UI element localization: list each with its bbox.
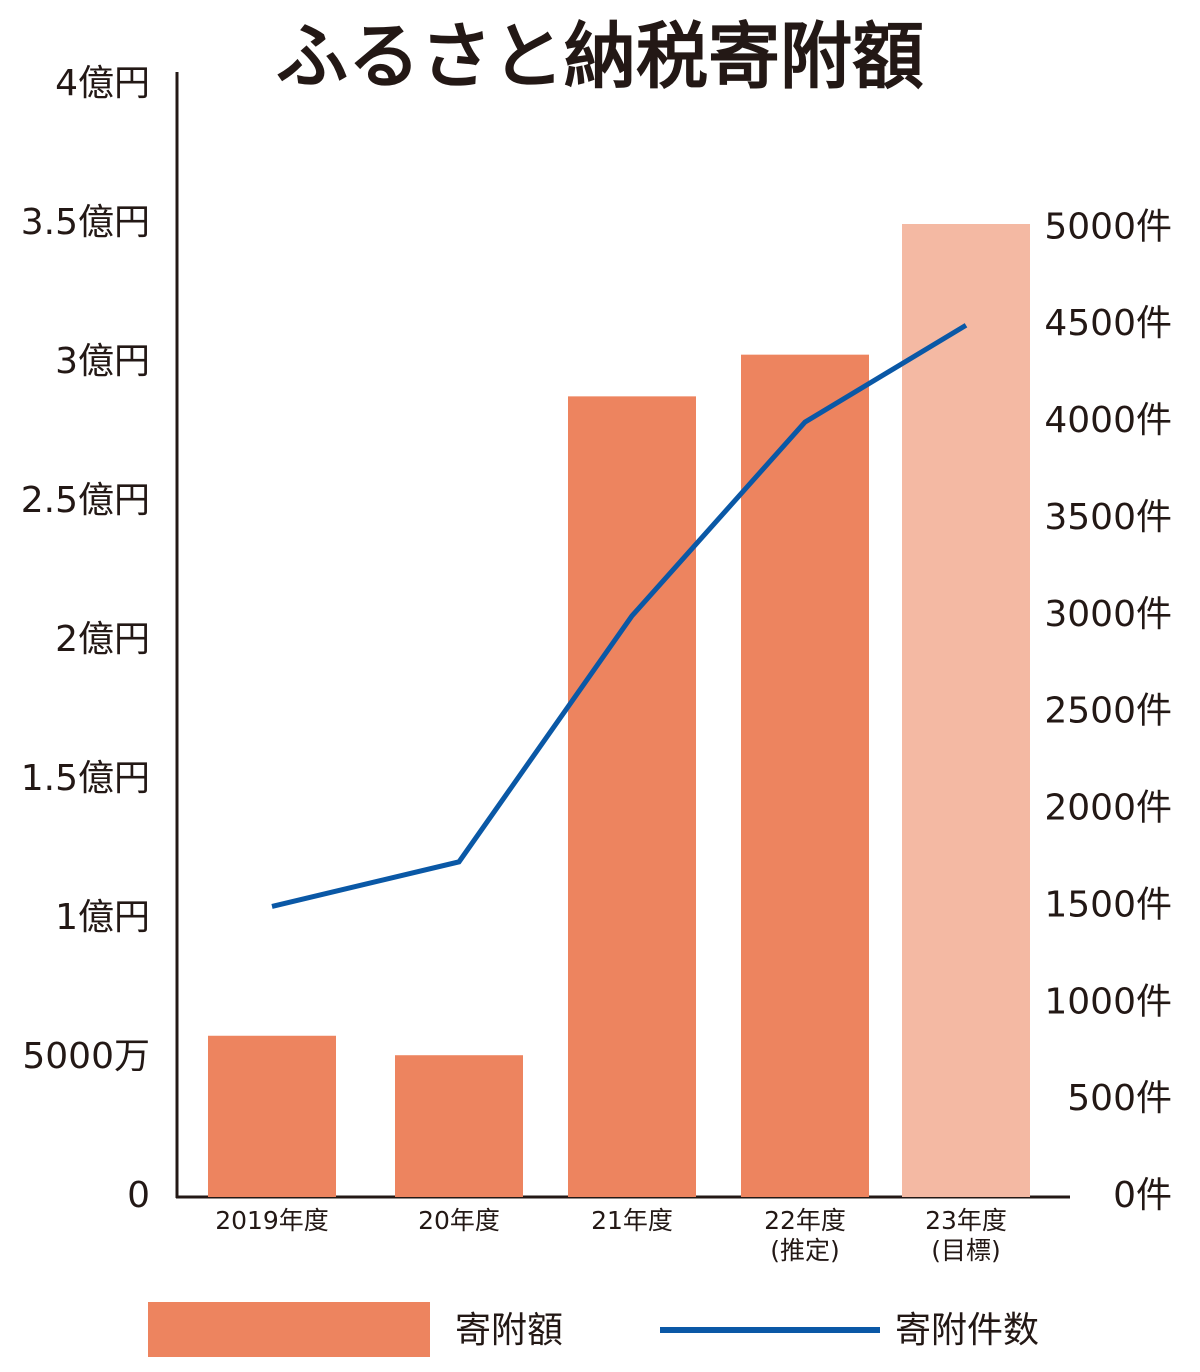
bar <box>395 1055 523 1197</box>
bar <box>568 396 696 1197</box>
y2-tick-label: 3000件 <box>1044 594 1172 635</box>
y-tick-label: 2.5億円 <box>21 480 150 521</box>
chart-title: ふるさと納税寄附額 <box>276 15 924 99</box>
y-tick-label: 4億円 <box>55 63 150 104</box>
line <box>271 323 968 909</box>
y2-tick-label: 2500件 <box>1044 691 1172 732</box>
y-tick-label: 2億円 <box>55 619 150 660</box>
y-tick-label: 0 <box>127 1175 150 1216</box>
y2-tick-label: 1500件 <box>1044 884 1172 925</box>
y2-tick-label: 3500件 <box>1044 497 1172 538</box>
y2-tick-label: 0件 <box>1113 1175 1172 1216</box>
legend-label: 寄附額 <box>455 1310 563 1351</box>
y-tick-label: 1億円 <box>55 897 150 938</box>
bar <box>208 1035 336 1197</box>
x-tick-label: 23年度 (目標) <box>925 1206 1007 1265</box>
x-tick-label: 20年度 <box>418 1206 500 1235</box>
bar <box>741 354 869 1197</box>
y-tick-label: 3.5億円 <box>21 202 150 243</box>
x-tick-label: 21年度 <box>591 1206 673 1235</box>
y2-tick-label: 2000件 <box>1044 788 1172 829</box>
x-tick-label: 22年度 (推定) <box>764 1206 846 1265</box>
y2-tick-label: 500件 <box>1067 1078 1172 1119</box>
y-tick-label: 1.5億円 <box>21 758 150 799</box>
x-tick-label: 2019年度 <box>215 1206 329 1235</box>
y-tick-label: 3億円 <box>55 341 150 382</box>
bar <box>902 224 1030 1197</box>
y2-tick-label: 4000件 <box>1044 400 1172 441</box>
y-tick-label: 5000万 <box>22 1036 150 1077</box>
legend-label: 寄附件数 <box>895 1310 1039 1351</box>
y2-tick-label: 5000件 <box>1044 206 1172 247</box>
y2-tick-label: 1000件 <box>1044 981 1172 1022</box>
y2-tick-label: 4500件 <box>1044 303 1172 344</box>
legend-swatch <box>148 1302 430 1357</box>
